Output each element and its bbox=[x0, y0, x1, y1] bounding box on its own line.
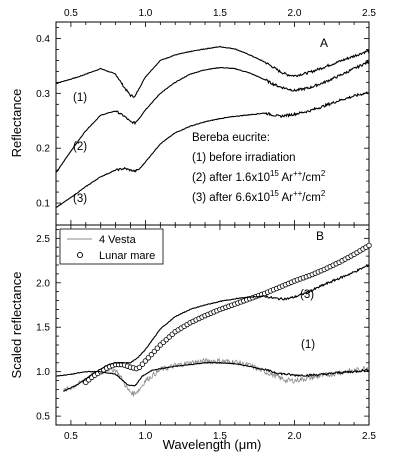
y-tick-label: 0.3 bbox=[36, 89, 50, 100]
y-tick-label: 2.0 bbox=[36, 278, 50, 289]
series-point-lunar-mare bbox=[151, 348, 158, 355]
curve-label-a-3: (3) bbox=[73, 193, 87, 205]
legend-b-label-mare: Lunar mare bbox=[99, 250, 155, 262]
y-tick-label: 0.1 bbox=[36, 199, 50, 210]
panel-b-y-axis-title: Scaled reflectance bbox=[9, 272, 24, 379]
x-tick-label: 2.0 bbox=[288, 8, 302, 19]
legend-b-box bbox=[59, 228, 164, 265]
series-line-3 bbox=[63, 263, 370, 392]
series-line-3 bbox=[55, 91, 369, 209]
legend-a-item-1: (1) before irradiation bbox=[192, 152, 296, 164]
x-tick-label: 1.5 bbox=[213, 431, 227, 442]
legend-a-title: Bereba eucrite: bbox=[192, 132, 270, 144]
series-point-lunar-mare bbox=[139, 361, 146, 367]
panel-b-series bbox=[55, 242, 372, 397]
x-tick-label: 0.5 bbox=[64, 431, 78, 442]
panel-a-series bbox=[55, 45, 370, 209]
series-line-1 bbox=[55, 361, 370, 387]
y-tick-label: 0.5 bbox=[36, 412, 50, 423]
panel-b-x-ticks: 0.5 1.0 1.5 2.0 2.5 bbox=[55, 225, 376, 442]
curve-label-a-1: (1) bbox=[73, 92, 87, 104]
panel-a-letter: A bbox=[320, 36, 328, 50]
panel-a-y-ticks: 0.1 0.2 0.3 0.4 bbox=[36, 27, 369, 226]
series-point-lunar-mare bbox=[148, 351, 155, 358]
series-point-lunar-mare bbox=[145, 355, 152, 361]
x-tick-label: 0.5 bbox=[64, 8, 78, 19]
legend-a-item-2: (2) after 1.6x1015 Ar++/cm2 bbox=[192, 169, 326, 184]
panel-b-x-axis-title: Wavelength (μm) bbox=[163, 437, 262, 452]
x-tick-label: 2.0 bbox=[288, 431, 302, 442]
legend-b-swatch-mare bbox=[76, 251, 84, 259]
panel-a: 0.5 1.0 1.5 2.0 2.5 0.1 0.2 0.3 0.4 A Reflectan… bbox=[9, 8, 376, 226]
curve-label-a-2: (2) bbox=[73, 141, 87, 153]
series-line-2 bbox=[55, 59, 370, 173]
legend-b-label-vesta: 4 Vesta bbox=[99, 234, 137, 246]
panel-b-letter: B bbox=[316, 229, 324, 243]
panel-b: 0.5 1.0 1.5 2.0 2.5 0.5 1.0 1.5 2.0 2.5 B Scaled… bbox=[9, 224, 376, 452]
series-point-lunar-mare bbox=[154, 345, 161, 351]
series-point-lunar-mare bbox=[142, 358, 149, 364]
y-tick-label: 1.0 bbox=[36, 367, 50, 378]
y-tick-label: 0.2 bbox=[36, 144, 50, 155]
y-tick-label: 0.4 bbox=[36, 34, 50, 45]
series-point-lunar-mare bbox=[136, 364, 143, 371]
y-tick-label: 2.5 bbox=[36, 234, 50, 245]
y-tick-label: 1.5 bbox=[36, 323, 50, 334]
series-line-1 bbox=[55, 45, 370, 98]
x-tick-label: 1.0 bbox=[138, 431, 152, 442]
x-tick-label: 2.5 bbox=[362, 8, 376, 19]
x-tick-label: 2.5 bbox=[362, 431, 376, 442]
curve-label-b-1: (1) bbox=[301, 339, 315, 351]
panel-a-x-ticks: 0.5 1.0 1.5 2.0 2.5 bbox=[55, 8, 376, 225]
series-point-lunar-mare bbox=[366, 242, 372, 249]
panel-b-frame bbox=[55, 224, 370, 426]
x-tick-label: 1.5 bbox=[213, 8, 227, 19]
x-tick-label: 1.0 bbox=[138, 8, 152, 19]
legend-a-item-3: (3) after 6.6x1015 Ar++/cm2 bbox=[192, 189, 326, 204]
legend-b: 4 Vesta Lunar mare bbox=[59, 228, 164, 265]
curve-label-b-3: (3) bbox=[300, 289, 314, 301]
panel-a-y-axis-title: Reflectance bbox=[9, 89, 24, 158]
